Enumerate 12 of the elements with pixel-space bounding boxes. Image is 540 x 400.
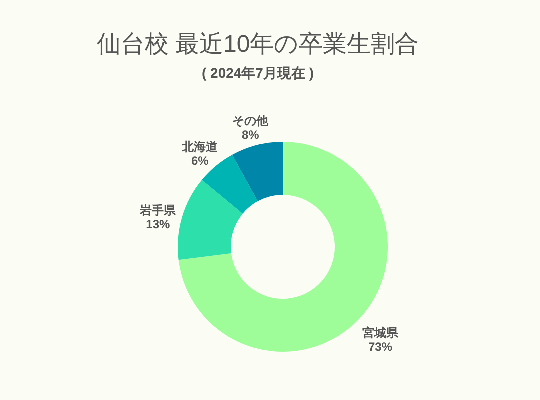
data-label: 8% <box>242 128 260 142</box>
slice-label: 岩手県 <box>139 204 178 218</box>
donut-slice <box>178 180 243 260</box>
data-label: 73% <box>368 340 393 354</box>
donut-slice <box>232 142 283 202</box>
slice-label: その他 <box>232 114 270 128</box>
data-label: 6% <box>191 154 210 168</box>
chart-subtitle: ( 2024年7月現在 ) <box>202 65 314 81</box>
chart-title: 仙台校 最近10年の卒業生割合 <box>96 31 420 58</box>
slice-label: 北海道 <box>181 140 220 154</box>
slice-label: 宮城県 <box>362 326 400 340</box>
data-label: 13% <box>146 218 170 232</box>
